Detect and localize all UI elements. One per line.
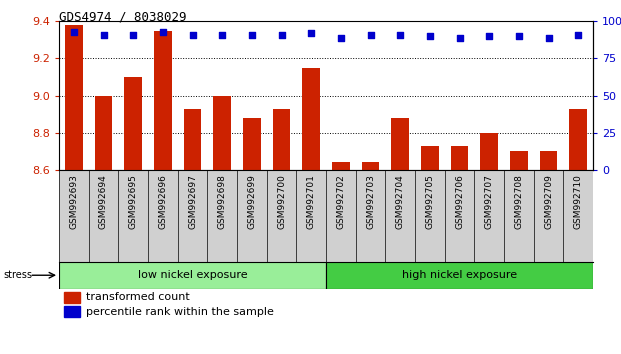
Point bbox=[425, 33, 435, 39]
Text: GSM992709: GSM992709 bbox=[544, 175, 553, 229]
Point bbox=[69, 29, 79, 34]
Bar bbox=[243, 118, 261, 170]
Text: GDS4974 / 8038029: GDS4974 / 8038029 bbox=[59, 11, 186, 24]
Bar bbox=[154, 30, 172, 170]
Point bbox=[99, 32, 109, 38]
Point bbox=[188, 32, 197, 38]
Text: GSM992699: GSM992699 bbox=[247, 175, 256, 229]
Bar bbox=[124, 77, 142, 170]
Point bbox=[366, 32, 376, 38]
Point bbox=[484, 33, 494, 39]
Bar bbox=[65, 25, 83, 170]
Bar bbox=[451, 146, 468, 170]
Point bbox=[573, 32, 583, 38]
Text: GSM992708: GSM992708 bbox=[514, 175, 524, 229]
Text: GSM992706: GSM992706 bbox=[455, 175, 464, 229]
Point bbox=[217, 32, 227, 38]
Point bbox=[514, 33, 524, 39]
Text: GSM992704: GSM992704 bbox=[396, 175, 405, 229]
Bar bbox=[421, 146, 439, 170]
Point bbox=[455, 35, 465, 40]
Bar bbox=[326, 262, 593, 289]
Bar bbox=[65, 292, 80, 303]
Bar bbox=[65, 306, 80, 317]
Text: GSM992702: GSM992702 bbox=[337, 175, 345, 229]
Text: GSM992703: GSM992703 bbox=[366, 175, 375, 229]
Text: GSM992698: GSM992698 bbox=[218, 175, 227, 229]
Bar bbox=[213, 96, 231, 170]
Text: GSM992693: GSM992693 bbox=[70, 175, 78, 229]
Bar bbox=[332, 162, 350, 170]
Point bbox=[158, 29, 168, 34]
Bar bbox=[569, 109, 587, 170]
Bar bbox=[273, 109, 291, 170]
Point bbox=[336, 35, 346, 40]
Bar bbox=[59, 262, 326, 289]
Text: percentile rank within the sample: percentile rank within the sample bbox=[86, 307, 274, 317]
Text: GSM992701: GSM992701 bbox=[307, 175, 315, 229]
Point bbox=[247, 32, 257, 38]
Text: GSM992710: GSM992710 bbox=[574, 175, 582, 229]
Text: GSM992705: GSM992705 bbox=[425, 175, 434, 229]
Bar bbox=[540, 152, 558, 170]
Text: GSM992696: GSM992696 bbox=[158, 175, 167, 229]
Bar bbox=[302, 68, 320, 170]
Text: stress: stress bbox=[3, 270, 32, 280]
Text: GSM992694: GSM992694 bbox=[99, 175, 108, 229]
Bar bbox=[94, 96, 112, 170]
Text: transformed count: transformed count bbox=[86, 292, 189, 302]
Text: low nickel exposure: low nickel exposure bbox=[138, 270, 247, 280]
Bar bbox=[510, 152, 528, 170]
Text: GSM992700: GSM992700 bbox=[277, 175, 286, 229]
Bar bbox=[391, 118, 409, 170]
Point bbox=[543, 35, 553, 40]
Point bbox=[306, 30, 316, 36]
Bar bbox=[480, 133, 498, 170]
Bar bbox=[184, 109, 201, 170]
Point bbox=[128, 32, 138, 38]
Text: high nickel exposure: high nickel exposure bbox=[402, 270, 517, 280]
Point bbox=[395, 32, 405, 38]
Text: GSM992695: GSM992695 bbox=[129, 175, 138, 229]
Bar bbox=[361, 162, 379, 170]
Text: GSM992697: GSM992697 bbox=[188, 175, 197, 229]
Text: GSM992707: GSM992707 bbox=[485, 175, 494, 229]
Point bbox=[276, 32, 286, 38]
